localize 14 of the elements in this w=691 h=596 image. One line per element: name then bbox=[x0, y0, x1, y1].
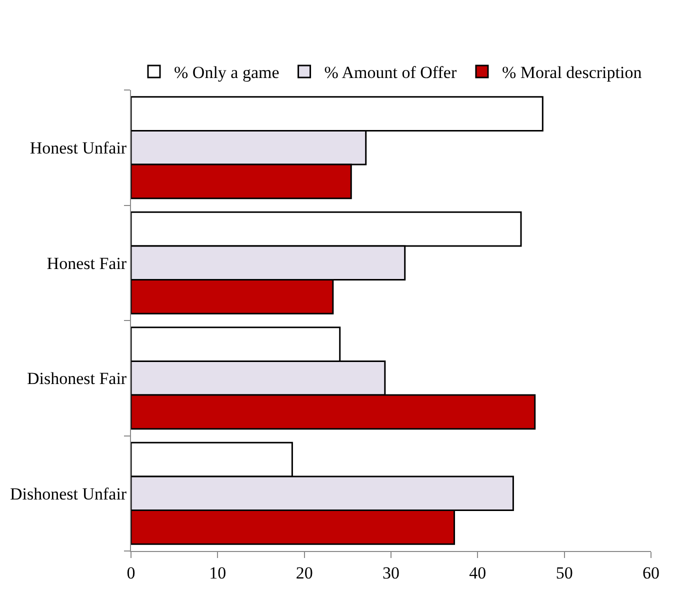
x-tick-label: 60 bbox=[642, 563, 660, 582]
x-tick-label: 30 bbox=[382, 563, 400, 582]
y-tick-label: Honest Fair bbox=[46, 254, 127, 273]
legend-label: % Moral description bbox=[502, 63, 642, 82]
x-tick-label: 40 bbox=[469, 563, 486, 582]
x-tick-label: 0 bbox=[126, 563, 136, 582]
y-tick-label: Dishonest Fair bbox=[26, 369, 127, 388]
x-tick-label: 50 bbox=[556, 563, 573, 582]
y-tick-label: Dishonest Unfair bbox=[10, 484, 127, 504]
x-tick-label: 10 bbox=[209, 563, 226, 582]
legend-label: % Only a game bbox=[174, 63, 280, 82]
y-tick-label: Honest Unfair bbox=[30, 138, 127, 158]
legend-label: % Amount of Offer bbox=[324, 63, 457, 82]
x-tick-label: 20 bbox=[296, 563, 313, 582]
